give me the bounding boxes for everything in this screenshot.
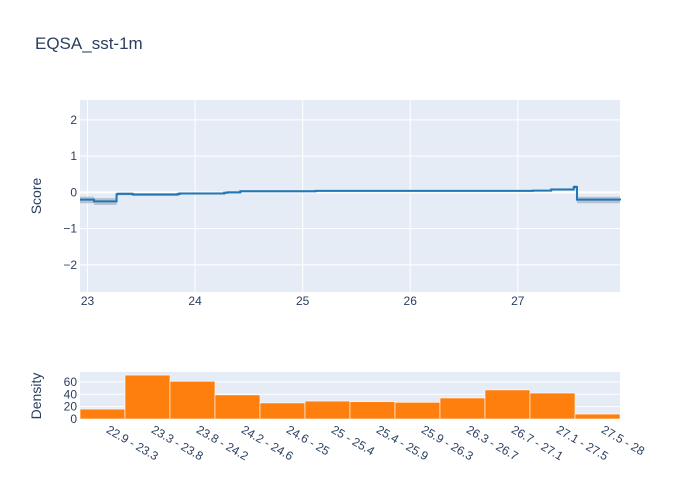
category-tick-label: 25 - 25.4 [329,422,377,458]
density-bar [304,400,351,420]
density-bar [574,413,621,420]
y-tick-label: 20 [64,400,78,414]
y-tick-label: 40 [64,387,78,401]
x-tick-label: 25 [296,294,310,308]
density-bar [79,408,126,420]
x-tick-label: 26 [404,294,418,308]
y-tick-label: 2 [70,113,77,127]
density-bar [124,374,171,420]
x-tick-label: 24 [188,294,202,308]
density-bar [394,402,441,420]
density-bar [214,394,261,420]
score-gridlines [80,100,620,292]
score-axis-title: Score [28,178,44,215]
score-axis-ticks: 23 24 25 26 27 2 1 0 −1 −2 [63,113,524,308]
y-tick-label: −1 [63,222,77,236]
density-bar [259,402,306,420]
density-axis-title: Density [28,373,44,420]
x-tick-label: 23 [81,294,95,308]
score-step-line [80,185,621,203]
density-bar [484,389,531,420]
x-tick-label: 27 [511,294,525,308]
chart-title: EQSA_sst-1m [35,34,143,53]
density-bar [169,380,216,420]
density-bars [79,374,621,420]
density-bar [349,401,396,420]
y-tick-label: 0 [70,412,77,426]
y-tick-label: 60 [64,375,78,389]
score-line [80,185,621,203]
y-tick-label: −2 [63,258,77,272]
y-tick-label: 0 [70,185,77,199]
density-bar [439,397,486,420]
density-bar [529,392,576,420]
y-tick-label: 1 [70,149,77,163]
